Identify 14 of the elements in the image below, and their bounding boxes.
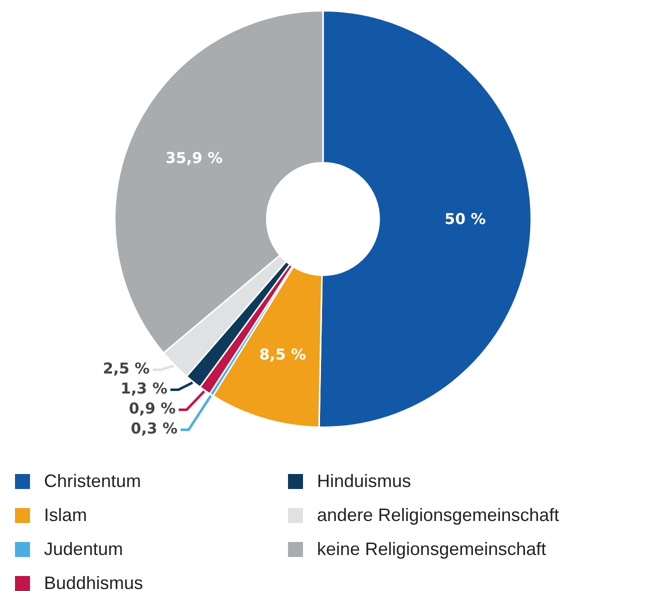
data-label: 0,3 % [130, 420, 178, 438]
data-label: 50 % [444, 210, 486, 228]
legend-label: Christentum [44, 470, 142, 492]
data-label: 0,9 % [128, 400, 176, 418]
data-label: 2,5 % [102, 360, 150, 378]
legend-label: keine Religionsgemeinschaft [317, 538, 546, 560]
legend-label: andere Religionsgemeinschaft [317, 504, 560, 526]
legend-label: Hinduismus [317, 470, 412, 492]
data-label: 35,9 % [165, 148, 223, 167]
data-label: 8,5 % [259, 345, 306, 364]
legend-label: Judentum [44, 538, 124, 560]
legend-label: Buddhismus [44, 572, 144, 591]
legend-label: Islam [44, 504, 88, 526]
data-label: 1,3 % [120, 380, 168, 398]
